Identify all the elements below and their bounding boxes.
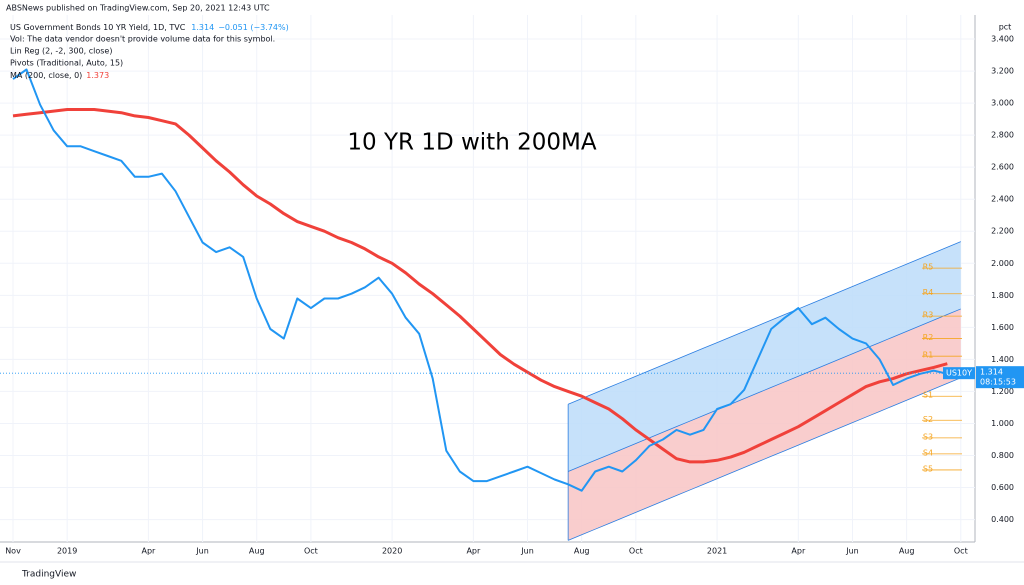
pivot-label: S2: [923, 415, 933, 424]
legend-text: MA (200, close, 0): [10, 71, 82, 80]
x-tick-label: Jun: [520, 547, 534, 556]
legend-text: 1.314: [191, 23, 214, 32]
y-tick-label: 2.600: [991, 163, 1014, 172]
symbol-label: US10Y: [946, 369, 972, 378]
legend-entry: MA (200, close, 0) 1.373: [10, 71, 109, 80]
y-tick-label: 0.600: [991, 483, 1014, 492]
x-tick-label: Oct: [304, 547, 318, 556]
pivot-label: R3: [923, 311, 934, 320]
pivot-label: R1: [923, 351, 934, 360]
indicator-legend: Pivots (Traditional, Auto, 15): [10, 59, 123, 68]
y-tick-label: 2.800: [991, 131, 1014, 140]
y-tick-label: 0.800: [991, 451, 1014, 460]
y-tick-label: 2.400: [991, 195, 1014, 204]
y-tick-label: 2.200: [991, 227, 1014, 236]
x-tick-label: Jun: [195, 547, 209, 556]
symbol-tag: [943, 367, 975, 380]
x-tick-label: 2019: [57, 547, 77, 556]
x-tick-label: Aug: [899, 547, 915, 556]
y-tick-label: 3.200: [991, 67, 1014, 76]
x-tick-label: Apr: [141, 547, 156, 556]
legend-text: −0.051 (−3.74%): [218, 23, 289, 32]
brand: TradingView: [21, 570, 76, 580]
x-tick-label: Apr: [791, 547, 806, 556]
axis-unit: pct: [999, 23, 1012, 32]
x-tick-label: Jun: [845, 547, 859, 556]
pivot-label: S3: [923, 432, 933, 441]
channel-line: [567, 241, 961, 405]
y-tick-label: 1.600: [991, 323, 1014, 332]
legend-text: 1.373: [86, 71, 109, 80]
legend-entry: US Government Bonds 10 YR Yield, 1D, TVC…: [10, 23, 289, 32]
series-line: [12, 68, 948, 492]
channel-lower-fill: [568, 308, 961, 541]
x-tick-label: Oct: [954, 547, 968, 556]
x-tick-label: Nov: [5, 547, 21, 556]
series-line: [12, 108, 948, 464]
x-tick-label: Oct: [629, 547, 643, 556]
y-tick-label: 1.000: [991, 419, 1014, 428]
publisher: ABSNews published on TradingView.com, Se…: [6, 4, 270, 13]
legend-text: US Government Bonds 10 YR Yield, 1D, TVC: [10, 23, 186, 32]
y-tick-label: 1.200: [991, 387, 1014, 396]
pivot-label: R2: [923, 333, 934, 342]
pivot-label: S1: [923, 391, 933, 400]
channel-upper-fill: [568, 241, 961, 472]
indicator-legend: Lin Reg (2, -2, 300, close): [10, 47, 112, 56]
pivot-label: S4: [923, 448, 933, 457]
countdown-label: 08:15:53: [980, 378, 1016, 387]
y-tick-label: 1.800: [991, 291, 1014, 300]
price-label: 1.314: [980, 368, 1003, 377]
y-tick-label: 3.400: [991, 35, 1014, 44]
y-tick-label: 2.000: [991, 259, 1014, 268]
x-tick-label: Aug: [249, 547, 265, 556]
y-tick-label: 0.400: [991, 515, 1014, 524]
price-tag: [976, 366, 1024, 389]
pivot-label: R5: [923, 263, 934, 272]
x-tick-label: Apr: [466, 547, 481, 556]
pivot-label: S5: [923, 464, 933, 473]
y-tick-label: 1.400: [991, 355, 1014, 364]
channel-line: [567, 308, 961, 472]
annotation: 10 YR 1D with 200MA: [347, 130, 596, 156]
pivot-label: R4: [923, 288, 934, 297]
x-tick-label: Aug: [574, 547, 590, 556]
x-tick-label: 2021: [707, 547, 727, 556]
x-tick-label: 2020: [382, 547, 402, 556]
y-tick-label: 3.000: [991, 99, 1014, 108]
indicator-legend: Vol: The data vendor doesn't provide vol…: [10, 35, 275, 44]
channel-line: [567, 377, 961, 541]
